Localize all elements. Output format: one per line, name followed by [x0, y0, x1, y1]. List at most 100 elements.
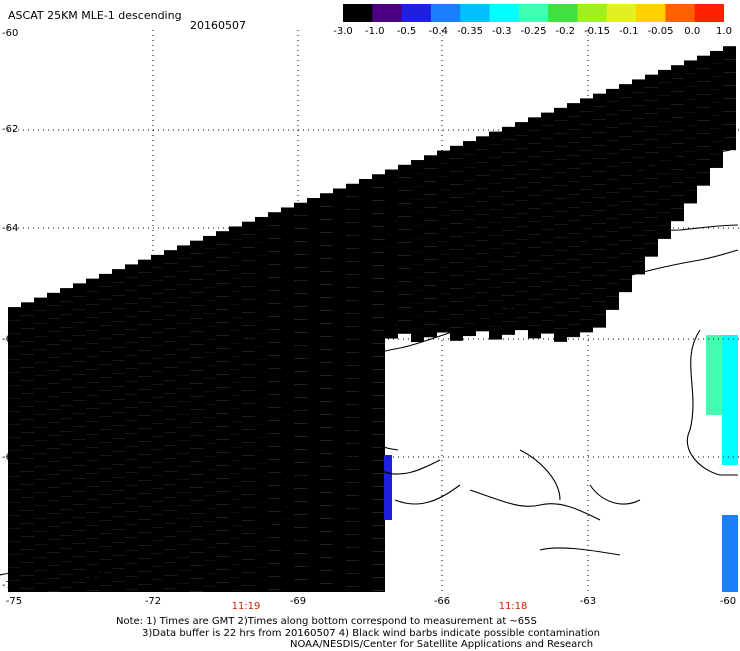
lat-label-60: -60	[2, 28, 18, 39]
swath-cell	[619, 201, 632, 214]
swath-cell	[138, 377, 151, 390]
swath-cell	[86, 448, 99, 461]
colorbar-swatch	[519, 4, 549, 22]
swath-cell	[684, 138, 697, 151]
swath-cell	[190, 436, 203, 449]
swath-cell	[281, 545, 294, 558]
swath-cell	[398, 191, 411, 204]
swath-cell	[34, 415, 47, 428]
swath-cell	[177, 479, 190, 492]
swath-cell	[99, 339, 112, 352]
swath-cell	[60, 340, 73, 353]
swath-cell	[450, 237, 463, 250]
swath-cell	[307, 224, 320, 237]
swath-cell	[47, 501, 60, 514]
swath-cell	[645, 179, 658, 192]
swath-cell	[125, 303, 138, 316]
swath-cell	[34, 428, 47, 441]
swath-cell	[229, 525, 242, 538]
swath-cell	[346, 314, 359, 327]
swath-cell	[177, 388, 190, 401]
swath-cell	[138, 572, 151, 585]
swath-cell	[281, 259, 294, 272]
swath-cell	[203, 262, 216, 275]
swath-cell	[112, 568, 125, 581]
swath-cell	[47, 579, 60, 592]
swath-cell	[294, 502, 307, 515]
swath-cell	[554, 303, 567, 316]
swath-cell	[450, 159, 463, 172]
swath-cell	[112, 451, 125, 464]
swath-cell	[268, 394, 281, 407]
swath-cell	[177, 310, 190, 323]
swath-cell	[138, 338, 151, 351]
swath-cell	[8, 385, 21, 398]
swath-cell	[671, 208, 684, 221]
swath-cell	[606, 297, 619, 310]
swath-cell	[567, 103, 580, 116]
swath-cell	[203, 496, 216, 509]
swath-cell	[203, 379, 216, 392]
swath-cell	[385, 300, 398, 313]
swath-cell	[268, 420, 281, 433]
swath-cell	[294, 463, 307, 476]
swath-cell	[632, 170, 645, 183]
swath-cell	[242, 287, 255, 300]
lon-label-75: -75	[6, 596, 22, 607]
swath-cell	[34, 454, 47, 467]
swath-cell	[372, 265, 385, 278]
swath-cell	[216, 361, 229, 374]
swath-cell	[86, 422, 99, 435]
colorbar-swatch	[402, 4, 432, 22]
swath-cell	[372, 395, 385, 408]
swath-cell	[203, 522, 216, 535]
swath-cell	[424, 168, 437, 181]
swath-cell	[255, 282, 268, 295]
swath-cell	[658, 83, 671, 96]
swath-cell	[372, 330, 385, 343]
swath-cell	[112, 425, 125, 438]
swath-cell	[372, 317, 385, 330]
swath-cell	[372, 278, 385, 291]
swath-cell	[190, 293, 203, 306]
swath-cell	[73, 335, 86, 348]
swath-cell	[333, 488, 346, 501]
swath-cell	[229, 317, 242, 330]
colorbar	[343, 4, 724, 22]
swath-cell	[203, 353, 216, 366]
swath-cell	[671, 104, 684, 117]
swath-cell	[21, 445, 34, 458]
swath-cell	[476, 162, 489, 175]
swath-cell	[580, 228, 593, 241]
swath-cell	[294, 346, 307, 359]
swath-cell	[541, 165, 554, 178]
swath-cell	[125, 433, 138, 446]
swath-cell	[476, 136, 489, 149]
swath-cell	[86, 318, 99, 331]
swath-cell	[307, 510, 320, 523]
swath-cell	[411, 303, 424, 316]
swath-cell	[138, 325, 151, 338]
swath-cell	[671, 78, 684, 91]
swath-cell	[515, 239, 528, 252]
swath-cell	[554, 212, 567, 225]
swath-cell	[21, 471, 34, 484]
swath-cell	[372, 421, 385, 434]
swath-cell	[60, 366, 73, 379]
swath-cell	[242, 521, 255, 534]
swath-cell	[190, 423, 203, 436]
swath-cell	[112, 529, 125, 542]
swath-cell	[463, 167, 476, 180]
swath-cell	[294, 229, 307, 242]
swath-cell	[710, 142, 723, 155]
swath-cell	[190, 280, 203, 293]
swath-cell	[177, 518, 190, 531]
swath-cell	[268, 264, 281, 277]
swath-cell	[359, 218, 372, 231]
swath-cell	[47, 449, 60, 462]
swath-cell	[359, 569, 372, 582]
swath-cell	[268, 563, 281, 576]
swath-cell	[645, 88, 658, 101]
swath-cell	[528, 169, 541, 182]
swath-cell	[281, 467, 294, 480]
